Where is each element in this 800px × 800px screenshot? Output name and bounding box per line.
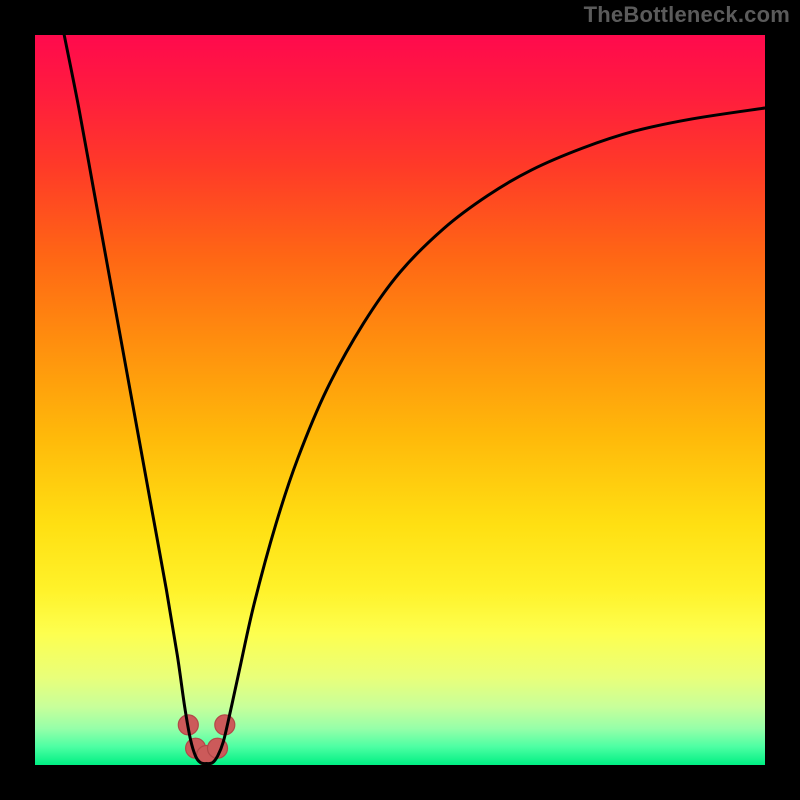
chart-background <box>35 35 765 765</box>
watermark-text: TheBottleneck.com <box>584 2 790 28</box>
bottleneck-chart <box>35 35 765 765</box>
